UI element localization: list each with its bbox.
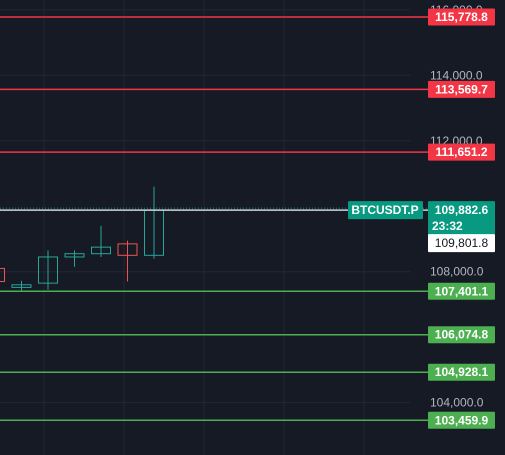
resistance-price-tag	[428, 143, 495, 161]
candle-body[interactable]	[0, 267, 5, 283]
support-price-label: 103,459.9	[435, 413, 489, 427]
support-price-tag	[428, 363, 495, 381]
symbol-label: BTCUSDT.P	[351, 203, 418, 217]
marker-price-label: 109,801.8	[435, 236, 489, 250]
support-price-label: 106,074.8	[435, 328, 489, 342]
resistance-price-tag	[428, 80, 495, 98]
support-price-label: 107,401.1	[435, 284, 489, 298]
last-price-label: 109,882.6	[435, 203, 489, 217]
candle-body[interactable]	[117, 243, 138, 256]
support-price-label: 104,928.1	[435, 365, 489, 379]
candle-body[interactable]	[64, 253, 85, 258]
resistance-price-tag	[428, 8, 495, 26]
symbol-tag[interactable]	[348, 201, 423, 220]
y-tick-label: 108,000.0	[430, 265, 484, 279]
countdown-label: 23:32	[432, 219, 463, 233]
candle-body[interactable]	[11, 284, 32, 288]
last-price-tag	[428, 201, 495, 236]
resistance-price-label: 115,778.8	[435, 10, 488, 24]
candle-body[interactable]	[91, 246, 111, 255]
support-price-tag	[428, 411, 495, 429]
y-tick-label: 104,000.0	[430, 396, 484, 410]
y-tick-label: 114,000.0	[430, 68, 483, 82]
support-price-tag	[428, 326, 495, 344]
marker-price-tag	[428, 234, 495, 253]
candle-body[interactable]	[38, 256, 58, 284]
support-price-tag	[428, 282, 495, 300]
resistance-price-label: 111,651.2	[435, 145, 487, 159]
resistance-price-label: 113,569.7	[435, 82, 488, 96]
